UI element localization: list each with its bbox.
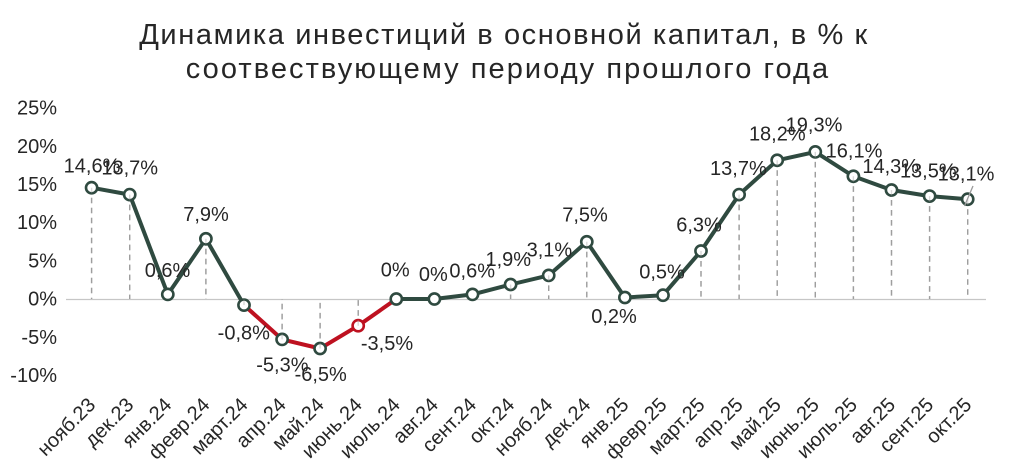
svg-text:15%: 15%	[17, 174, 57, 196]
svg-text:14,6%: 14,6%	[64, 156, 121, 178]
svg-text:7,9%: 7,9%	[183, 204, 229, 226]
svg-text:-6,5%: -6,5%	[295, 364, 347, 386]
svg-text:14,3%: 14,3%	[862, 156, 919, 178]
svg-text:0%: 0%	[381, 259, 410, 281]
svg-text:Динамика инвестиций в основной: Динамика инвестиций в основной капитал, …	[139, 19, 869, 51]
svg-text:6,3%: 6,3%	[676, 215, 722, 237]
svg-text:соотвествующему периоду прошло: соотвествующему периоду прошлого года	[186, 53, 830, 85]
svg-text:13,7%: 13,7%	[710, 158, 767, 180]
svg-text:0%: 0%	[419, 264, 448, 286]
svg-text:20%: 20%	[17, 136, 57, 158]
svg-text:25%: 25%	[17, 98, 57, 120]
svg-text:-0,8%: -0,8%	[218, 323, 270, 345]
svg-text:13,5%: 13,5%	[900, 161, 957, 183]
svg-text:0,2%: 0,2%	[591, 306, 637, 328]
svg-text:0,6%: 0,6%	[449, 261, 495, 283]
svg-text:-3,5%: -3,5%	[361, 333, 413, 355]
svg-text:-5,3%: -5,3%	[256, 354, 308, 376]
svg-text:16,1%: 16,1%	[826, 141, 883, 163]
svg-text:18,2%: 18,2%	[749, 123, 806, 145]
svg-text:0%: 0%	[28, 289, 57, 311]
svg-text:0,6%: 0,6%	[145, 260, 191, 282]
svg-text:3,1%: 3,1%	[527, 240, 573, 262]
svg-text:5%: 5%	[28, 250, 57, 272]
svg-text:-10%: -10%	[10, 365, 57, 387]
svg-text:13,7%: 13,7%	[101, 158, 158, 180]
svg-text:1,9%: 1,9%	[486, 249, 532, 271]
svg-text:7,5%: 7,5%	[562, 205, 608, 227]
svg-text:19,3%: 19,3%	[786, 114, 843, 136]
svg-text:13,1%: 13,1%	[938, 164, 995, 186]
svg-text:0,5%: 0,5%	[639, 262, 685, 284]
svg-text:10%: 10%	[17, 212, 57, 234]
svg-text:-5%: -5%	[21, 327, 57, 349]
